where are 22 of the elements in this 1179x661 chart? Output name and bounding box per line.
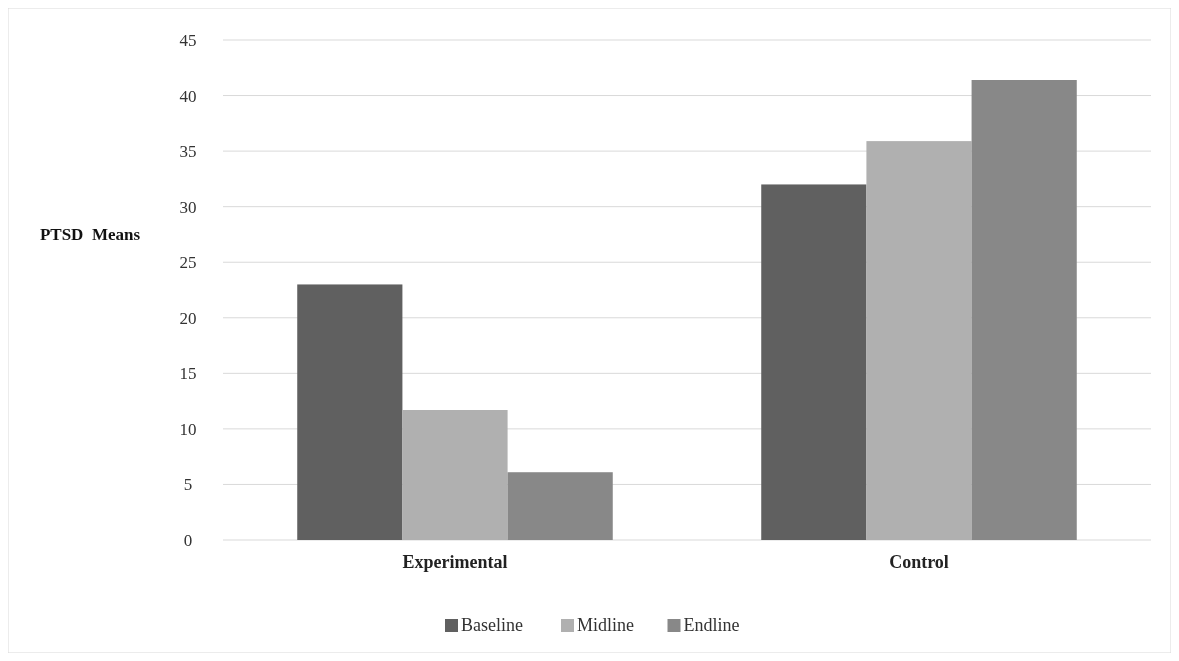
bar xyxy=(761,184,867,540)
legend-label: Baseline xyxy=(461,615,523,635)
bar xyxy=(402,410,508,540)
x-tick-label: Experimental xyxy=(402,552,508,572)
y-tick-label: 10 xyxy=(179,419,197,439)
y-tick-label: 35 xyxy=(179,142,197,162)
y-tick-label: 0 xyxy=(183,530,193,550)
legend-label: Midline xyxy=(577,615,635,635)
y-tick-label: 25 xyxy=(179,253,197,273)
y-tick-label: 45 xyxy=(179,30,197,50)
y-axis-title: PTSD Means xyxy=(39,225,141,244)
bar xyxy=(297,284,403,540)
y-tick-label: 20 xyxy=(179,308,197,328)
y-tick-label: 30 xyxy=(179,197,197,217)
y-tick-label: 40 xyxy=(179,86,197,106)
x-tick-label: Control xyxy=(889,552,949,572)
y-tick-label: 5 xyxy=(183,475,193,495)
bar xyxy=(507,472,613,540)
y-tick-label: 15 xyxy=(179,364,197,384)
bar xyxy=(866,141,972,540)
legend-label: Endline xyxy=(683,615,740,635)
bar xyxy=(971,80,1077,540)
